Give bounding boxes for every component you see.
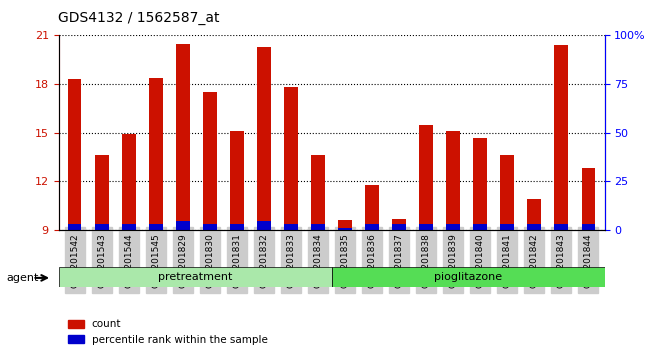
Bar	[176, 44, 190, 230]
Bar	[500, 155, 514, 230]
Bar	[122, 224, 136, 230]
Bar	[176, 221, 190, 230]
Bar	[203, 224, 216, 230]
Bar	[149, 78, 162, 230]
Bar	[68, 224, 81, 230]
Bar	[527, 224, 541, 230]
Bar	[447, 224, 460, 230]
Bar	[365, 185, 379, 230]
Bar	[68, 79, 81, 230]
Bar	[284, 87, 298, 230]
Bar	[257, 47, 270, 230]
Bar	[393, 219, 406, 230]
Bar	[284, 224, 298, 230]
Bar	[311, 155, 325, 230]
Bar	[230, 131, 244, 230]
Bar	[203, 92, 216, 230]
Bar	[419, 125, 433, 230]
Legend: count, percentile rank within the sample: count, percentile rank within the sample	[64, 315, 272, 349]
Bar	[419, 224, 433, 230]
Bar	[230, 224, 244, 230]
Bar	[149, 224, 162, 230]
Bar	[365, 224, 379, 230]
Bar	[393, 224, 406, 230]
FancyBboxPatch shape	[58, 267, 332, 287]
FancyBboxPatch shape	[332, 267, 604, 287]
Bar	[257, 221, 270, 230]
Bar	[554, 45, 568, 230]
Bar	[95, 224, 109, 230]
Bar	[473, 224, 487, 230]
Bar	[473, 138, 487, 230]
Bar	[500, 224, 514, 230]
Bar	[338, 228, 352, 230]
Text: pretreatment: pretreatment	[158, 272, 232, 282]
Bar	[527, 199, 541, 230]
Bar	[338, 220, 352, 230]
Bar	[582, 169, 595, 230]
Bar	[95, 155, 109, 230]
Bar	[554, 224, 568, 230]
Text: agent: agent	[6, 273, 39, 283]
Bar	[311, 224, 325, 230]
Text: GDS4132 / 1562587_at: GDS4132 / 1562587_at	[58, 11, 220, 25]
Bar	[122, 135, 136, 230]
Bar	[447, 131, 460, 230]
Text: pioglitazone: pioglitazone	[434, 272, 502, 282]
Bar	[582, 224, 595, 230]
